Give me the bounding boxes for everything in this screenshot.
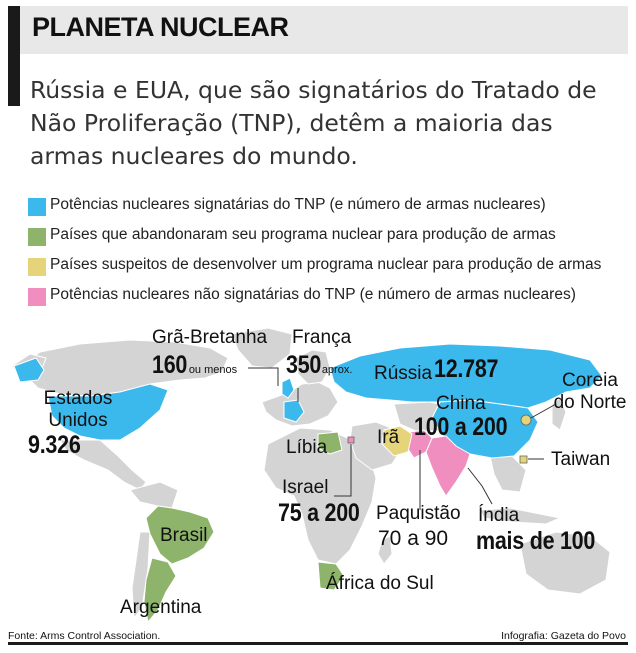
label-uk-note: ou menos — [188, 364, 238, 376]
title-accent-bar — [8, 6, 20, 106]
canada-region — [17, 339, 229, 397]
legend-item-suspected: Países suspeitos de desenvolver um progr… — [28, 254, 628, 284]
label-argentina-name: Argentina — [120, 597, 202, 618]
label-usa-value: 9.326 — [28, 431, 81, 459]
suspected-states — [381, 414, 532, 464]
indonesia — [479, 507, 562, 525]
title-bar — [8, 6, 628, 54]
label-uk-value-group: 160 ou menos — [152, 351, 238, 379]
leader-india — [467, 467, 493, 505]
country-alaska-usa — [13, 357, 45, 383]
legend-swatch-suspected — [28, 258, 46, 276]
country-israel — [347, 436, 355, 444]
country-india — [425, 435, 471, 497]
madagascar — [377, 535, 393, 565]
leader-north-korea — [530, 403, 557, 419]
label-south-africa-name: África do Sul — [326, 573, 434, 594]
label-iran-name: Irã — [377, 427, 400, 448]
label-israel-value: 75 a 200 — [278, 499, 360, 527]
country-south-africa — [317, 561, 345, 591]
label-pakistan-value: 70 a 90 — [378, 527, 449, 550]
leader-lines — [248, 367, 557, 510]
source-note: Fonte: Arms Control Association. — [8, 630, 161, 642]
label-usa-name: Estados Unidos — [43, 388, 113, 431]
country-usa — [47, 383, 169, 441]
page-subtitle: Rússia e EUA, que são signatários do Tra… — [30, 76, 597, 170]
label-north-korea-name: Coreia do Norte — [553, 370, 627, 413]
legend-swatch-signatory — [28, 198, 46, 216]
legend-swatch-non-signatory — [28, 288, 46, 306]
label-russia-name: Rússia — [374, 363, 433, 384]
country-north-korea — [520, 414, 532, 426]
country-brazil — [145, 505, 215, 565]
leader-uk — [248, 367, 279, 386]
country-uk — [281, 377, 295, 399]
africa — [263, 427, 377, 565]
label-france-name: França — [292, 327, 352, 348]
signatory-powers — [13, 343, 603, 459]
greenland — [231, 327, 293, 369]
credit-note: Infografia: Gazeta do Povo — [501, 630, 626, 642]
label-france-value-group: 350aprox. — [286, 351, 353, 379]
label-india-name: Índia — [478, 505, 520, 526]
world-map — [11, 327, 611, 624]
country-libya — [317, 431, 343, 455]
legend-label: Países suspeitos de desenvolver um progr… — [50, 256, 602, 273]
label-uk-value: 160 — [152, 351, 188, 379]
country-russia — [329, 343, 603, 409]
label-russia-value: 12.787 — [434, 355, 499, 383]
legend: Potências nucleares signatárias do TNP (… — [28, 194, 628, 314]
country-taiwan — [519, 455, 528, 464]
label-brazil-name: Brasil — [160, 525, 208, 546]
scandinavia — [295, 349, 331, 385]
label-israel-name: Israel — [282, 477, 329, 498]
australia — [519, 531, 611, 595]
bottom-rule — [8, 642, 628, 645]
legend-item-signatory: Potências nucleares signatárias do TNP (… — [28, 194, 628, 224]
label-libya-name: Líbia — [286, 437, 328, 458]
leader-israel — [334, 444, 352, 497]
label-france-note: aprox. — [321, 364, 353, 376]
country-iran — [381, 425, 413, 457]
label-uk-name: Grã-Bretanha — [152, 327, 268, 348]
legend-label: Potências nucleares não signatárias do T… — [50, 286, 576, 303]
legend-label: Potências nucleares signatárias do TNP (… — [50, 196, 546, 213]
abandoned-programs — [143, 431, 345, 624]
legend-item-non-signatory: Potências nucleares não signatárias do T… — [28, 284, 628, 314]
legend-item-abandoned: Países que abandonaram seu programa nucl… — [28, 224, 628, 254]
non-signatory-powers — [347, 429, 471, 497]
country-france — [283, 399, 305, 423]
label-france-value: 350 — [286, 351, 322, 379]
label-pakistan-name: Paquistão — [376, 503, 461, 524]
label-china-name: China — [436, 393, 486, 414]
legend-label: Países que abandonaram seu programa nucl… — [50, 226, 556, 243]
japan — [551, 397, 567, 431]
label-taiwan-name: Taiwan — [551, 449, 611, 470]
page-title: PLANETA NUCLEAR — [32, 12, 289, 42]
country-argentina — [143, 557, 177, 624]
label-india-value: mais de 100 — [476, 527, 596, 555]
label-china-value: 100 a 200 — [414, 413, 508, 441]
legend-swatch-abandoned — [28, 228, 46, 246]
country-china — [431, 399, 539, 459]
